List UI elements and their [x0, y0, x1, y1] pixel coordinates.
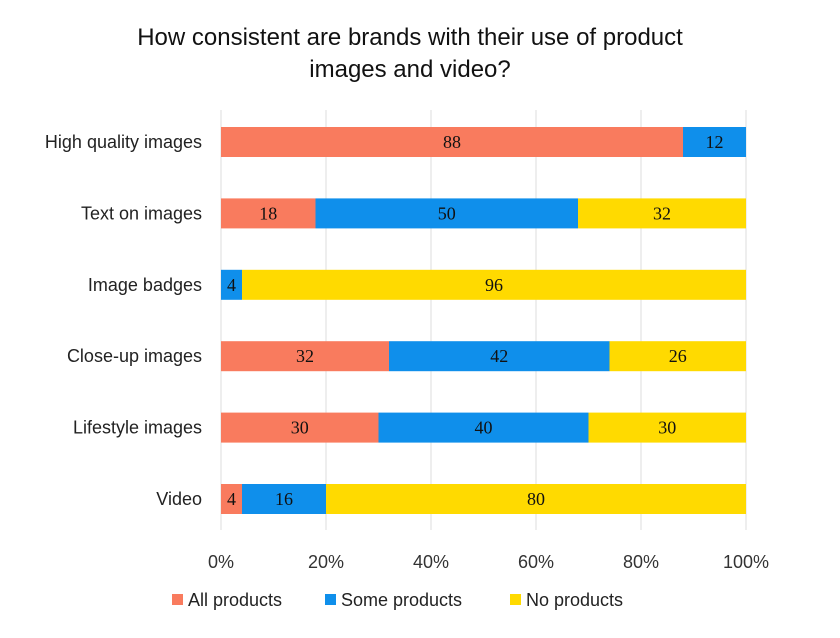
x-tick-label: 40% [413, 552, 449, 572]
bar-segment [609, 341, 746, 372]
x-tick-label: 60% [518, 552, 554, 572]
data-label: 18 [259, 203, 277, 223]
data-label: 50 [438, 203, 456, 223]
category-label: Video [156, 489, 202, 509]
legend-swatch [510, 594, 521, 605]
category-label: Image badges [88, 275, 202, 295]
x-tick-label: 20% [308, 552, 344, 572]
bar-segment [378, 412, 589, 443]
gridlines [220, 110, 747, 530]
bar-segment [221, 198, 316, 229]
data-label: 96 [485, 275, 503, 295]
bar-segment [221, 341, 389, 372]
category-label: Close-up images [67, 346, 202, 366]
bar-segment [242, 269, 746, 300]
bar-segment [578, 198, 746, 229]
chart-title: How consistent are brands with their use… [60, 22, 760, 86]
bar-segment [315, 198, 578, 229]
data-label: 4 [227, 489, 236, 509]
data-label: 32 [653, 203, 671, 223]
legend-label: No products [526, 590, 623, 610]
bar-segment [221, 269, 242, 300]
data-label: 40 [475, 418, 493, 438]
bar-segment [221, 412, 379, 443]
data-label: 32 [296, 346, 314, 366]
data-label: 88 [443, 132, 461, 152]
data-label: 30 [291, 418, 309, 438]
x-tick-label: 80% [623, 552, 659, 572]
category-label: High quality images [45, 132, 202, 152]
data-label: 12 [706, 132, 724, 152]
data-label: 30 [658, 418, 676, 438]
data-label: 26 [669, 346, 687, 366]
bar-segment [221, 127, 683, 157]
bar-segment [588, 412, 746, 443]
chart-title-line-2: images and video? [309, 56, 511, 83]
data-label: 16 [275, 489, 293, 509]
legend: All products Some products No products [172, 590, 623, 610]
category-label: Lifestyle images [73, 418, 202, 438]
legend-label: All products [188, 590, 282, 610]
x-tick-label: 0% [208, 552, 234, 572]
bar-segment [326, 484, 746, 514]
bars: 88 12 18 50 32 4 96 32 42 26 30 40 30 4 16 80 [221, 127, 746, 514]
bar-segment [389, 341, 610, 372]
data-label: 4 [227, 275, 236, 295]
category-label: Text on images [81, 203, 202, 223]
bar-segment [683, 127, 746, 157]
category-labels: High quality images Text on images Image b… [45, 132, 202, 509]
legend-swatch [172, 594, 183, 605]
bar-segment [221, 484, 242, 514]
data-label: 80 [527, 489, 545, 509]
chart-title-line-1: How consistent are brands with their use… [137, 24, 683, 51]
x-tick-label: 100% [723, 552, 769, 572]
x-axis-tick-labels: 0% 20% 40% 60% 80% 100% [208, 552, 769, 572]
legend-label: Some products [341, 590, 462, 610]
legend-swatch [325, 594, 336, 605]
bar-segment [242, 484, 326, 514]
data-label: 42 [490, 346, 508, 366]
